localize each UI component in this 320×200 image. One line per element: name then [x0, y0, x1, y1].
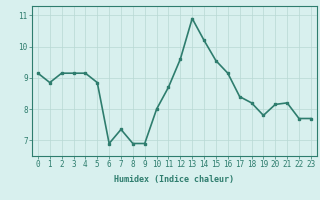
X-axis label: Humidex (Indice chaleur): Humidex (Indice chaleur) [115, 175, 234, 184]
